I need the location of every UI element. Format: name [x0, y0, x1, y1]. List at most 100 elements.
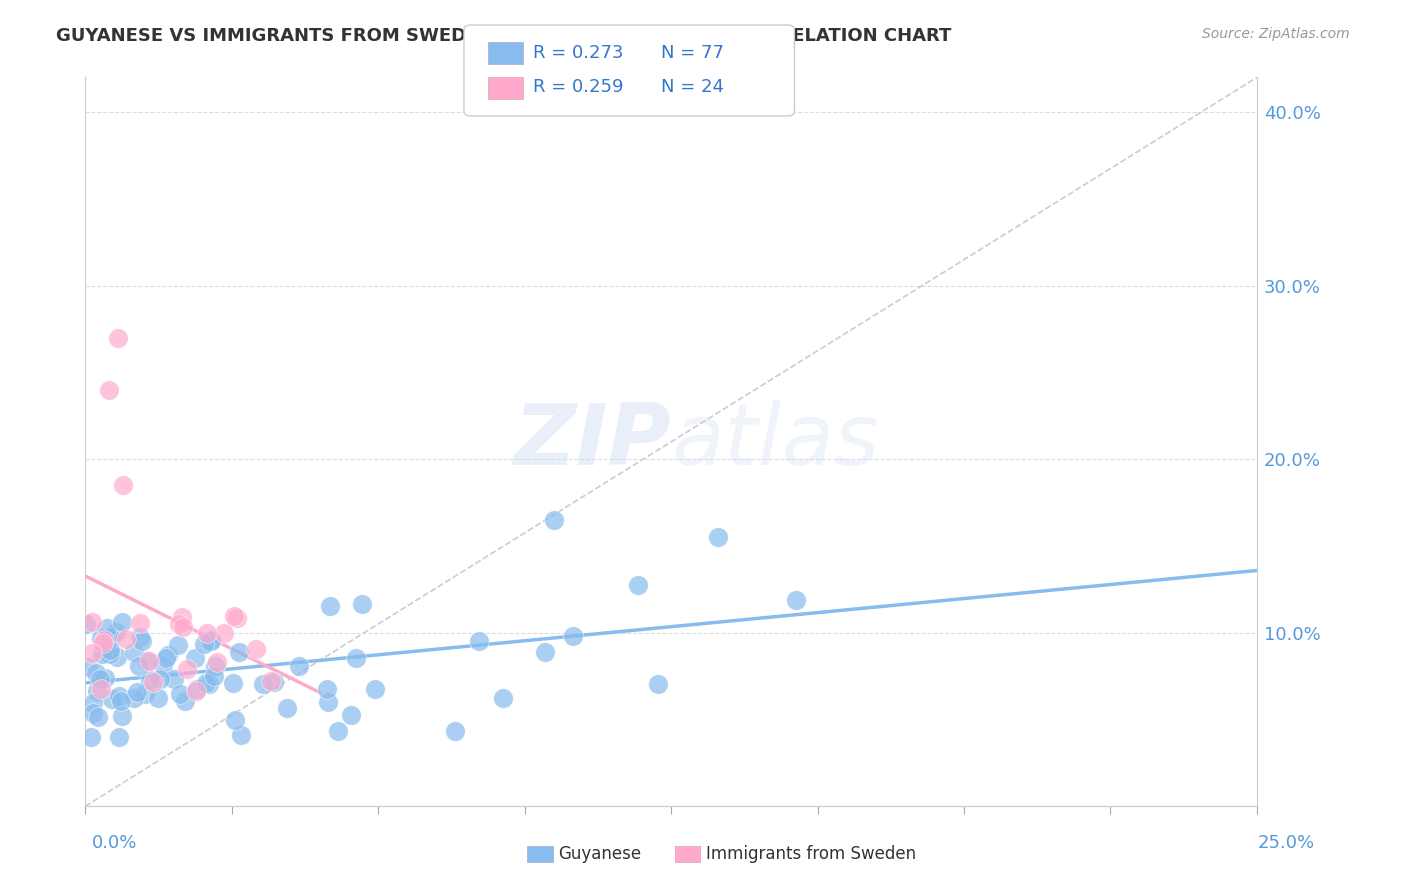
Point — [543, 513, 565, 527]
Point — [80, 730, 103, 744]
Point — [129, 616, 152, 631]
Point — [224, 609, 246, 624]
Point — [197, 677, 219, 691]
Point — [340, 708, 363, 723]
Point — [97, 383, 120, 397]
Point — [202, 669, 225, 683]
Point — [82, 706, 104, 720]
Point — [91, 648, 114, 662]
Point — [86, 684, 108, 698]
Point — [245, 642, 267, 657]
Point — [785, 593, 807, 607]
Point — [82, 696, 104, 710]
Point — [195, 625, 218, 640]
Text: 0.0%: 0.0% — [91, 834, 136, 852]
Point — [276, 701, 298, 715]
Point — [114, 632, 136, 647]
Point — [86, 665, 108, 680]
Point — [288, 659, 311, 673]
Point — [96, 621, 118, 635]
Point — [111, 615, 134, 629]
Point — [100, 692, 122, 706]
Point — [89, 672, 111, 686]
Point — [204, 659, 226, 673]
Point — [260, 674, 283, 689]
Point — [647, 677, 669, 691]
Point — [316, 695, 339, 709]
Point — [169, 617, 191, 632]
Point — [75, 616, 97, 631]
Point — [221, 676, 243, 690]
Point — [163, 672, 186, 686]
Point — [562, 629, 585, 643]
Point — [139, 673, 162, 687]
Point — [344, 650, 367, 665]
Point — [534, 645, 557, 659]
Point — [138, 654, 160, 668]
Point — [124, 691, 146, 706]
Point — [226, 611, 249, 625]
Text: atlas: atlas — [671, 401, 879, 483]
Point — [326, 724, 349, 739]
Text: N = 24: N = 24 — [661, 78, 724, 96]
Point — [229, 728, 252, 742]
Point — [93, 633, 115, 648]
Point — [627, 578, 650, 592]
Text: ZIP: ZIP — [513, 401, 671, 483]
Point — [184, 650, 207, 665]
Point — [87, 710, 110, 724]
Point — [186, 682, 208, 697]
Point — [80, 646, 103, 660]
Point — [155, 651, 177, 665]
Point — [105, 650, 128, 665]
Point — [93, 672, 115, 686]
Point — [252, 677, 274, 691]
Point — [263, 675, 285, 690]
Point — [134, 687, 156, 701]
Text: 25.0%: 25.0% — [1257, 834, 1315, 852]
Point — [111, 709, 134, 723]
Point — [205, 655, 228, 669]
Point — [176, 662, 198, 676]
Point — [90, 631, 112, 645]
Point — [82, 615, 104, 629]
Point — [135, 654, 157, 668]
Point — [131, 634, 153, 648]
Text: Source: ZipAtlas.com: Source: ZipAtlas.com — [1202, 27, 1350, 41]
Point — [157, 648, 180, 662]
Point — [110, 694, 132, 708]
Point — [146, 690, 169, 705]
Point — [364, 681, 387, 696]
Text: N = 77: N = 77 — [661, 44, 724, 62]
Point — [352, 598, 374, 612]
Text: Guyanese: Guyanese — [558, 845, 641, 863]
Point — [167, 639, 190, 653]
Point — [224, 714, 246, 728]
Point — [200, 633, 222, 648]
Point — [172, 620, 194, 634]
Point — [76, 659, 98, 673]
Point — [98, 631, 121, 645]
Point — [142, 675, 165, 690]
Point — [127, 685, 149, 699]
Point — [468, 634, 491, 648]
Point — [108, 689, 131, 703]
Point — [443, 723, 465, 738]
Point — [194, 676, 217, 690]
Point — [108, 730, 131, 744]
Point — [492, 690, 515, 705]
Point — [172, 610, 194, 624]
Point — [200, 632, 222, 647]
Text: R = 0.259: R = 0.259 — [533, 78, 623, 96]
Point — [169, 687, 191, 701]
Point — [107, 331, 129, 345]
Point — [90, 681, 112, 696]
Point — [124, 645, 146, 659]
Point — [193, 637, 215, 651]
Point — [152, 658, 174, 673]
Point — [98, 642, 121, 657]
Point — [228, 645, 250, 659]
Text: Immigrants from Sweden: Immigrants from Sweden — [706, 845, 915, 863]
Point — [128, 630, 150, 644]
Point — [212, 626, 235, 640]
